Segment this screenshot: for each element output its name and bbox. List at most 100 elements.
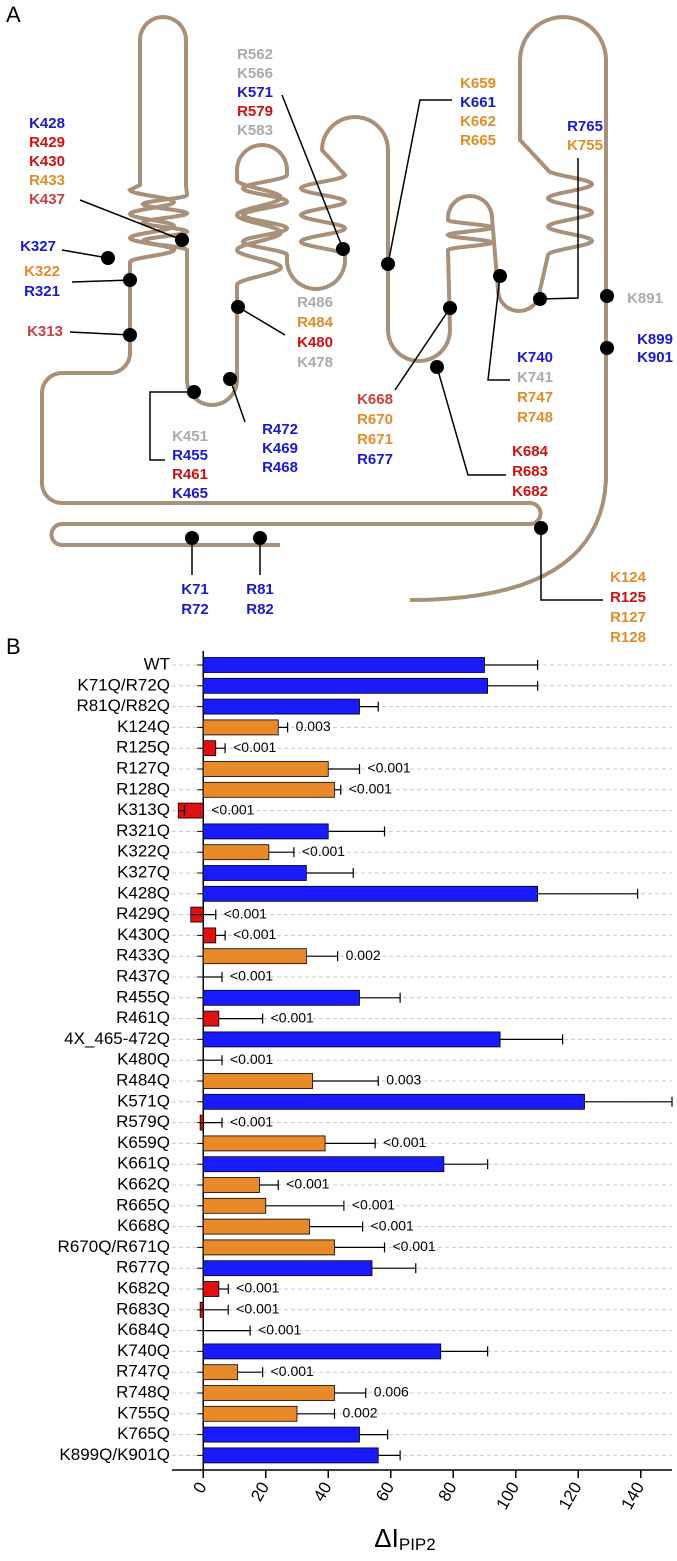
residue-label: K428 [29,115,65,132]
p-value-label: <0.001 [371,1217,414,1233]
residue-label: K661 [460,94,496,111]
bar [202,1135,326,1152]
error-bar [237,1367,264,1378]
y-tick-label: K765Q [117,1424,170,1443]
p-value-label: <0.001 [230,1051,273,1067]
x-axis-label-main: ΔI [374,1523,399,1553]
error-bar [443,1159,489,1170]
error-bar [297,1408,336,1419]
bar [202,1156,445,1173]
y-tick-label: K755Q [117,1403,170,1422]
error-bar [372,1263,417,1274]
residue-label: R671 [357,431,393,448]
x-tick-label: 80 [435,1479,461,1505]
p-value-label: <0.001 [236,1301,279,1317]
p-value-label: <0.001 [224,905,267,921]
error-bar [378,1450,401,1461]
bar [202,1218,310,1235]
residue-label: K899 [637,331,673,348]
bar [202,1364,239,1381]
residue-label: K668 [357,391,393,408]
y-tick-label: K682Q [117,1278,170,1297]
y-tick-label: R677Q [116,1258,170,1277]
y-tick-label: R670Q/R671Q [58,1237,170,1256]
site-dot [253,531,267,545]
error-bar [259,1180,279,1190]
residue-label: R461 [172,466,208,483]
bar [202,1010,220,1027]
error-bar [500,1034,564,1045]
y-tick-label: K571Q [117,1091,170,1110]
p-value-label: <0.001 [236,1280,279,1296]
p-value-label: 0.003 [386,1072,421,1088]
bar [202,1343,442,1360]
x-axis-label: ΔIPIP2 [374,1523,435,1555]
x-tick-label: 100 [492,1479,523,1513]
p-value-label: <0.001 [271,1009,314,1025]
p-value-label: 0.002 [343,1405,378,1421]
bar [202,844,270,861]
p-value-label: 0.006 [374,1384,409,1400]
residue-label: K659 [460,75,496,92]
error-bar [328,764,361,774]
error-bar [537,888,639,899]
leader-line [540,528,603,601]
leader-line [149,391,194,461]
bar [202,1447,379,1464]
residue-label: K741 [517,369,553,386]
leader-line [71,279,131,283]
y-tick-label: K740Q [117,1341,170,1360]
y-tick-label: K327Q [117,862,170,881]
bar [202,677,489,694]
residue-label: K71 [181,581,209,598]
leader-line [61,249,109,259]
error-bar [484,660,539,670]
residue-label: K313 [27,323,63,340]
bar [202,948,307,965]
residue-label: K469 [262,440,298,457]
p-value-label: 0.003 [296,718,331,734]
residue-label: K901 [637,349,673,366]
p-value-label: <0.001 [271,1363,314,1379]
leader-line [79,199,183,241]
site-dot [443,301,457,315]
site-dot [381,257,395,271]
bar [202,1093,585,1110]
error-bar [334,1388,367,1398]
x-tick-label: 40 [310,1479,336,1505]
bar [202,1239,335,1256]
error-bar [215,930,226,941]
error-bar [440,1346,489,1357]
site-dot [123,273,137,287]
bar [202,781,335,798]
p-value-label: <0.001 [286,1176,329,1192]
residue-label: R670 [357,411,393,428]
y-tick-label: K430Q [117,925,170,944]
residue-label: R579 [237,103,273,120]
error-bar [487,680,539,691]
residue-label: R486 [297,294,333,311]
residue-label: K891 [627,290,663,307]
residue-label: K430 [29,153,65,170]
leader-line [229,378,246,423]
error-bar [203,1055,223,1066]
p-value-label: <0.001 [233,926,276,942]
y-tick-label: K428Q [117,883,170,902]
p-value-label: <0.001 [383,1134,426,1150]
bar [202,1405,298,1422]
error-bar [190,909,217,920]
p-value-label: <0.001 [230,1113,273,1129]
residue-label: K583 [237,122,273,139]
bar [202,740,217,757]
x-tick-label: 140 [617,1479,648,1513]
y-tick-label: R484Q [116,1070,170,1089]
leader-line [387,99,452,265]
residue-label: R562 [237,46,273,63]
y-tick-label: R665Q [116,1195,170,1214]
site-dot [223,372,237,386]
residue-label: R484 [297,314,334,331]
residue-label: R677 [357,451,393,468]
residue-label: R125 [610,589,646,606]
y-tick-label: R128Q [116,779,170,798]
